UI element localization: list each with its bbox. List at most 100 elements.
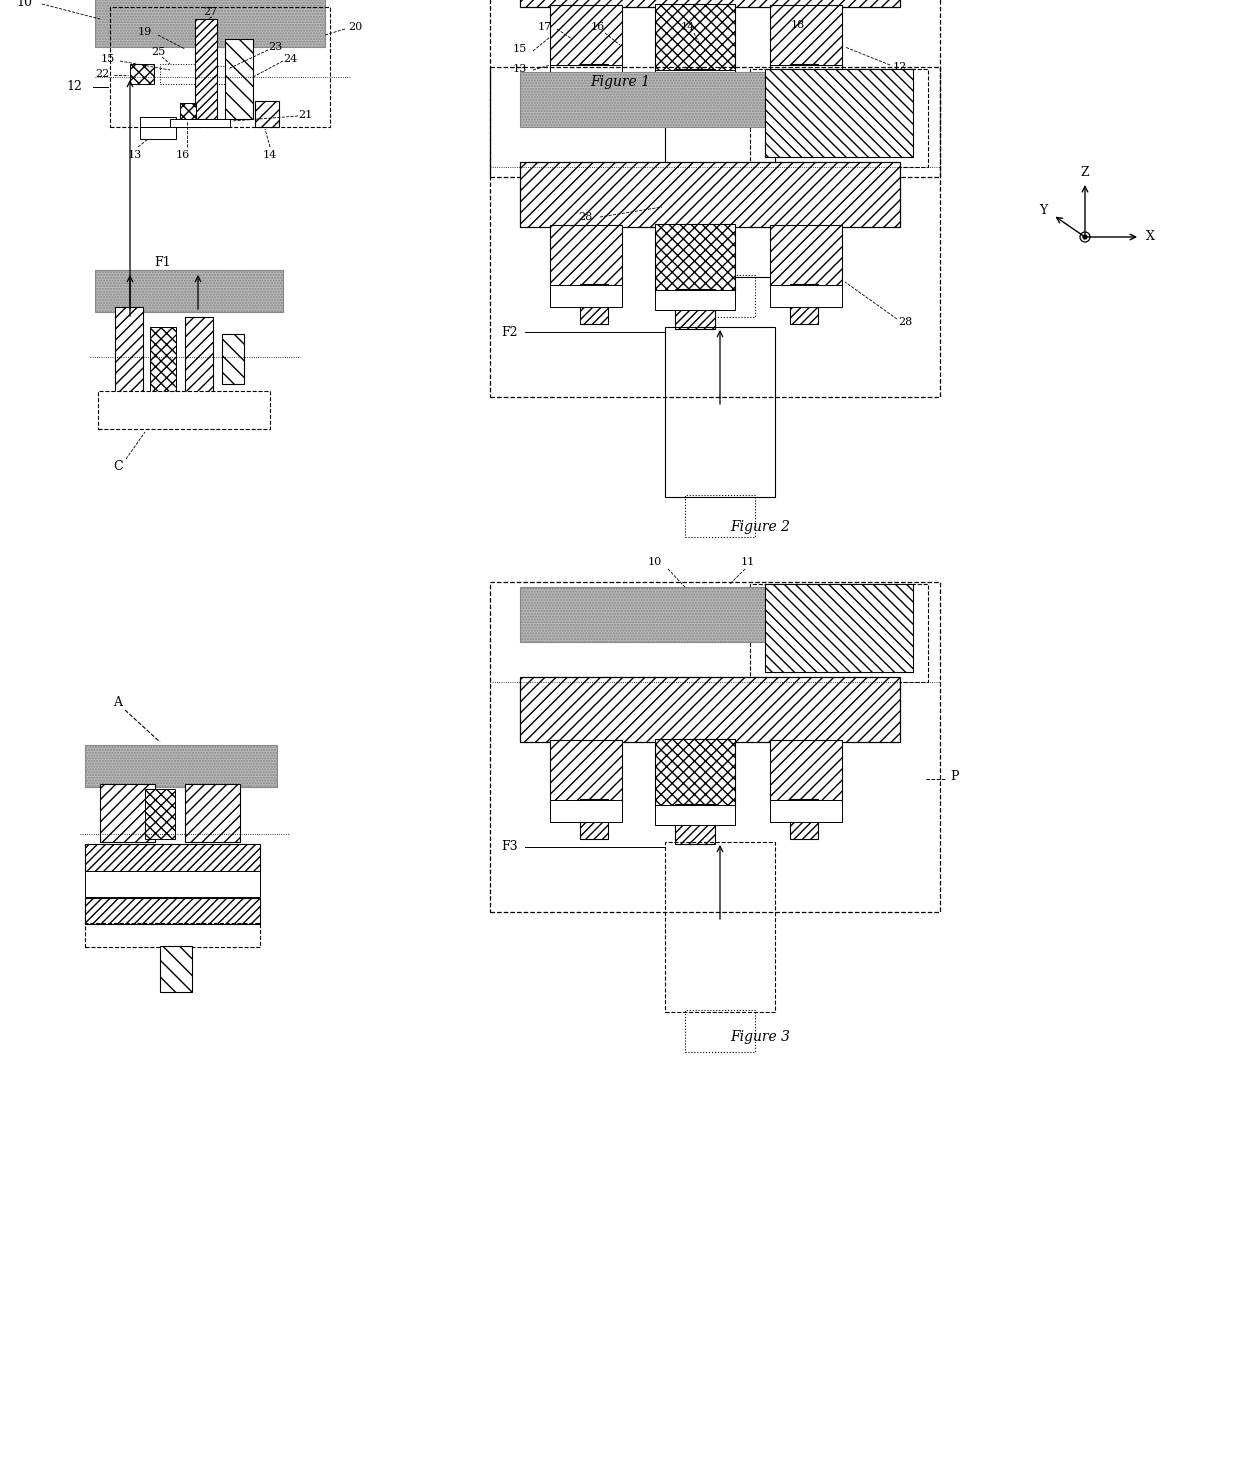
Bar	[140, 127, 176, 138]
Bar	[520, 162, 900, 227]
Bar	[86, 844, 260, 871]
Bar	[684, 1010, 755, 1052]
Text: 13: 13	[513, 64, 527, 74]
Bar	[790, 64, 818, 103]
Bar	[203, 66, 224, 85]
Text: 23: 23	[268, 42, 283, 52]
Bar	[520, 71, 900, 127]
Circle shape	[1083, 235, 1087, 239]
Text: 14: 14	[681, 22, 696, 32]
Text: 14: 14	[263, 150, 277, 160]
Bar	[100, 784, 155, 842]
Text: 12: 12	[893, 63, 908, 71]
Bar	[580, 284, 608, 323]
Bar	[110, 7, 330, 127]
Bar	[145, 790, 175, 839]
Text: Y: Y	[1039, 204, 1047, 217]
Bar	[115, 307, 143, 396]
Text: Figure 2: Figure 2	[730, 520, 790, 535]
Bar	[551, 740, 622, 801]
Bar	[160, 64, 198, 85]
Bar	[684, 495, 755, 538]
Text: 21: 21	[298, 109, 312, 119]
Bar	[580, 798, 608, 839]
Bar	[490, 0, 940, 176]
Bar	[551, 800, 622, 822]
Bar	[665, 326, 775, 497]
Bar	[180, 103, 196, 119]
Text: F1: F1	[155, 256, 171, 270]
Bar	[770, 286, 842, 307]
Bar	[655, 70, 735, 90]
Bar	[790, 798, 818, 839]
Bar	[185, 784, 241, 842]
Text: C: C	[113, 460, 123, 474]
Bar	[86, 745, 277, 787]
Bar	[490, 67, 940, 396]
Bar	[750, 584, 928, 682]
Text: 18: 18	[791, 20, 805, 31]
Text: 25: 25	[151, 47, 165, 57]
Bar	[770, 224, 842, 287]
Text: X: X	[1146, 230, 1154, 243]
Bar	[130, 64, 154, 85]
Bar	[770, 740, 842, 801]
Bar	[86, 898, 260, 924]
Bar	[551, 66, 622, 87]
Text: P: P	[951, 771, 960, 784]
Bar	[551, 4, 622, 67]
Bar	[655, 739, 735, 807]
Bar	[170, 119, 229, 127]
Bar	[750, 68, 928, 168]
Bar	[160, 946, 192, 992]
Bar	[86, 871, 260, 898]
Text: 22: 22	[95, 68, 109, 79]
Bar	[655, 224, 735, 291]
Bar	[224, 39, 253, 119]
Bar	[551, 224, 622, 287]
Text: 17: 17	[538, 22, 552, 32]
Bar	[770, 4, 842, 67]
Text: Figure 1: Figure 1	[590, 74, 650, 89]
Bar	[684, 275, 755, 318]
Text: A: A	[114, 695, 123, 708]
Bar	[675, 804, 715, 844]
Text: 16: 16	[591, 22, 605, 32]
Bar	[520, 587, 900, 643]
Text: 27: 27	[203, 7, 217, 17]
Text: 15: 15	[513, 44, 527, 54]
Text: 11: 11	[740, 557, 755, 567]
Bar	[520, 0, 900, 7]
Bar	[655, 290, 735, 310]
Bar	[98, 390, 270, 428]
Text: 20: 20	[348, 22, 362, 32]
Bar	[770, 800, 842, 822]
Bar	[665, 106, 775, 277]
Bar	[195, 19, 217, 119]
Text: 16: 16	[176, 150, 190, 160]
Text: Z: Z	[1081, 166, 1089, 179]
Text: 19: 19	[138, 28, 153, 36]
Bar	[95, 270, 283, 312]
Bar	[520, 678, 900, 742]
Text: 28: 28	[898, 318, 913, 326]
Bar	[665, 842, 775, 1013]
Bar	[580, 64, 608, 103]
Bar	[765, 68, 913, 157]
Bar	[675, 288, 715, 329]
Text: F2: F2	[502, 325, 518, 338]
Bar	[86, 922, 260, 947]
Text: 15: 15	[100, 54, 115, 64]
Bar	[790, 284, 818, 323]
Bar	[222, 334, 244, 385]
Bar	[655, 4, 735, 71]
Text: 28: 28	[578, 213, 593, 221]
Bar	[95, 0, 325, 47]
Text: Figure 3: Figure 3	[730, 1030, 790, 1045]
Bar	[675, 68, 715, 109]
Text: 12: 12	[66, 80, 82, 93]
Bar	[765, 584, 913, 672]
Bar	[770, 66, 842, 87]
Bar	[255, 101, 279, 127]
Bar	[185, 318, 213, 396]
